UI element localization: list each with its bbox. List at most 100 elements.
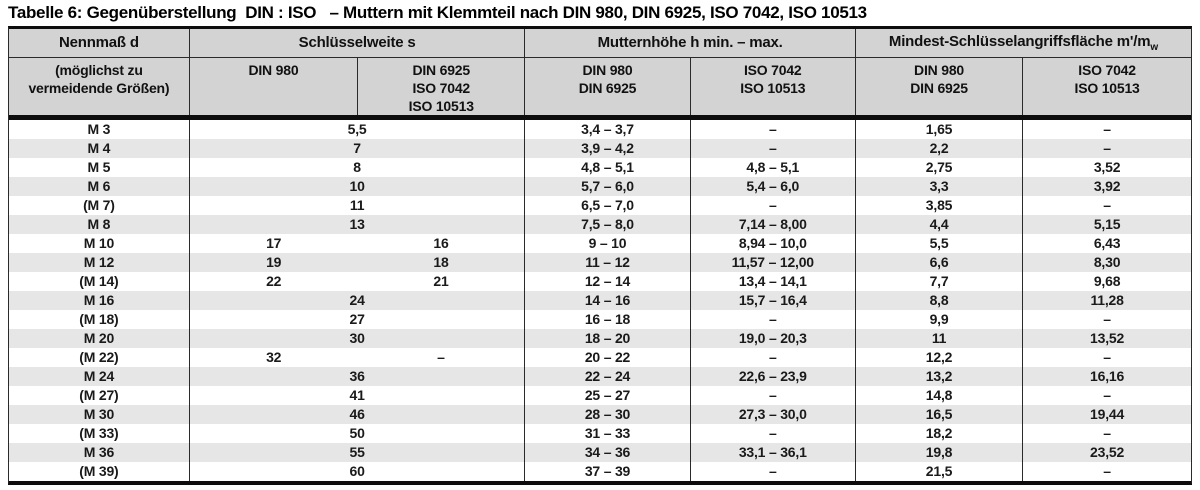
standard-label: ISO 7042 [412,79,470,96]
cell-angriffsflaeche-iso: – [1022,309,1191,329]
standard-label: ISO 7042 [1078,61,1136,78]
table-row: M 4 7 3,9 – 4,2–2,2– [9,138,1191,158]
table-row: M 6 10 5,7 – 6,0 5,4 – 6,0 3,3 3,92 [9,176,1191,196]
cell-schluesselweite: 60 [188,461,525,481]
cell-angriffsflaeche-iso: 9,68 [1022,271,1191,291]
cell-nennmass: M 20 [83,329,115,346]
table-row: (M 7) 11 6,5 – 7,0–3,85– [9,195,1191,215]
cell-nennmass: M 8 [87,215,111,232]
standard-label: DIN 980 [914,61,964,78]
cell-schluesselweite: 30 [188,328,525,348]
cell-angriffsflaeche-din: 13,2 [854,366,1023,386]
subheader-note-line1: (möglichst zu [55,61,143,78]
cell-angriffsflaeche-din: 9,9 [854,309,1023,329]
cell-angriffsflaeche-iso: – [1022,461,1191,481]
cell-mutternhoehe-iso: – [689,385,856,405]
table-row: M 20 30 18 – 20 19,0 – 20,3 11 13,52 [9,328,1191,348]
cell-schluesselweite: 55 [188,442,525,462]
cell-mutternhoehe-din: 18 – 20 [524,328,691,348]
header-row-main: Nennmaß d Schlüsselweite s Mutternhöhe h… [9,29,1191,58]
cell-mutternhoehe-iso: 22,6 – 23,9 [689,366,856,386]
subheader-note-line2: vermeidende Größen) [28,79,170,96]
cell-mutternhoehe-din: 7,5 – 8,0 [524,214,691,234]
cell-schluesselweite: 8 [188,157,525,177]
cell-angriffsflaeche-din: 6,6 [854,252,1023,272]
cell-mutternhoehe-iso: 27,3 – 30,0 [689,404,856,424]
standard-label: DIN 980 [248,61,299,78]
cell-mutternhoehe-iso: – [689,117,856,139]
cell-schluesselweite-iso: 16 [433,234,449,251]
cell-mutternhoehe-iso: – [689,347,856,367]
cell-angriffsflaeche-din: 19,8 [854,442,1023,462]
cell-angriffsflaeche-iso: 3,52 [1022,157,1191,177]
din-iso-comparison-table: Nennmaß d Schlüsselweite s Mutternhöhe h… [8,26,1192,485]
cell-mutternhoehe-din: 14 – 16 [524,290,691,310]
cell-nennmass: (M 39) [79,462,119,479]
cell-nennmass: M 6 [87,177,111,194]
cell-angriffsflaeche-iso: 13,52 [1022,328,1191,348]
cell-schluesselweite: 46 [188,404,525,424]
cell-mutternhoehe-iso: 8,94 – 10,0 [689,233,856,253]
cell-mutternhoehe-iso: 19,0 – 20,3 [689,328,856,348]
cell-angriffsflaeche-din: 3,3 [854,176,1023,196]
cell-mutternhoehe-din: 34 – 36 [524,442,691,462]
cell-nennmass: M 3 [87,120,111,137]
subheader-nennmass-note: (möglichst zu vermeidende Größen) [9,57,190,120]
cell-mutternhoehe-din: 20 – 22 [524,347,691,367]
cell-schluesselweite: 10 [188,176,525,196]
subheader-m-din: DIN 980 DIN 6925 [854,57,1023,120]
cell-schluesselweite: 36 [188,366,525,386]
table-body: M 3 5,5 3,4 – 3,7–1,65– M 4 7 3,9 – 4,2–2,2– M… [9,117,1191,481]
col-header-mutternhoehe: Mutternhöhe h min. – max. [524,29,856,58]
cell-schluesselweite-din980: 32 [188,347,358,367]
col-header-mindest-subscript: w [1150,41,1158,53]
cell-angriffsflaeche-din: 7,7 [854,271,1023,291]
cell-angriffsflaeche-din: 2,75 [854,157,1023,177]
cell-nennmass: M 12 [83,253,115,270]
cell-mutternhoehe-din: 5,7 – 6,0 [524,176,691,196]
cell-mutternhoehe-din: 28 – 30 [524,404,691,424]
cell-schluesselweite-iso: 21 [433,272,449,289]
cell-mutternhoehe-din: 11 – 12 [524,252,691,272]
table-row: M 36 55 34 – 36 33,1 – 36,1 19,8 23,52 [9,442,1191,462]
table-row: (M 33) 50 31 – 33–18,2– [9,423,1191,443]
cell-mutternhoehe-din: 9 – 10 [524,233,691,253]
cell-mutternhoehe-iso: 7,14 – 8,00 [689,214,856,234]
cell-angriffsflaeche-iso: – [1022,347,1191,367]
cell-angriffsflaeche-iso: 16,16 [1022,366,1191,386]
cell-schluesselweite: 7 [188,138,525,158]
cell-nennmass: M 24 [83,367,115,384]
cell-mutternhoehe-din: 3,9 – 4,2 [524,138,691,158]
table-row: (M 14) 22 21 12 – 14 13,4 – 14,1 7,7 9,68 [9,271,1191,291]
standard-label: DIN 6925 [910,79,968,96]
cell-angriffsflaeche-din: 11 [854,328,1023,348]
cell-schluesselweite: 24 [188,290,525,310]
cell-schluesselweite: 50 [188,423,525,443]
table-row: M 24 36 22 – 24 22,6 – 23,9 13,2 16,16 [9,366,1191,386]
cell-mutternhoehe-iso: 5,4 – 6,0 [689,176,856,196]
cell-angriffsflaeche-din: 3,85 [854,195,1023,215]
standard-label: ISO 10513 [740,79,806,96]
cell-angriffsflaeche-din: 12,2 [854,347,1023,367]
table-row: M 30 46 28 – 30 27,3 – 30,0 16,5 19,44 [9,404,1191,424]
cell-nennmass: (M 33) [79,424,119,441]
cell-nennmass: (M 18) [79,310,119,327]
table: Nennmaß d Schlüsselweite s Mutternhöhe h… [9,29,1191,481]
cell-mutternhoehe-din: 31 – 33 [524,423,691,443]
cell-schluesselweite: 13 [188,214,525,234]
table-row: (M 22) 32–20 – 22–12,2– [9,347,1191,367]
subheader-h-din: DIN 980 DIN 6925 [524,57,691,120]
cell-angriffsflaeche-din: 5,5 [854,233,1023,253]
table-title: Tabelle 6: Gegenüberstellung DIN : ISO –… [8,3,867,22]
cell-angriffsflaeche-din: 18,2 [854,423,1023,443]
col-header-nennmass: Nennmaß d [9,29,190,58]
cell-mutternhoehe-iso: 11,57 – 12,00 [689,252,856,272]
table-row: M 12 19 18 11 – 12 11,57 – 12,00 6,6 8,30 [9,252,1191,272]
subheader-s-din6925-iso: DIN 6925 ISO 7042 ISO 10513 [357,57,525,120]
cell-mutternhoehe-din: 6,5 – 7,0 [524,195,691,215]
cell-angriffsflaeche-iso: 19,44 [1022,404,1191,424]
cell-angriffsflaeche-iso: 3,92 [1022,176,1191,196]
cell-angriffsflaeche-din: 14,8 [854,385,1023,405]
standard-label: DIN 6925 [412,61,470,78]
